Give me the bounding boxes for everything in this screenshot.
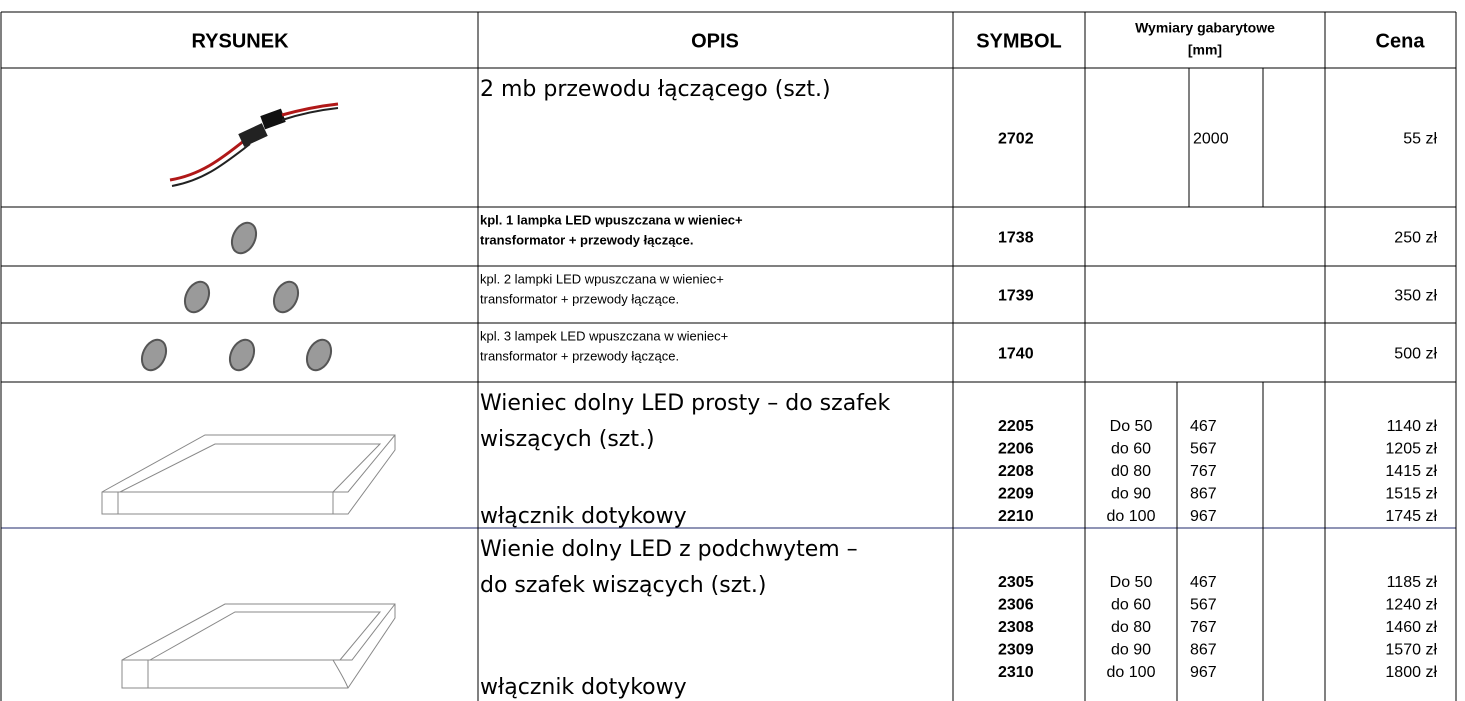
- description: 2 mb przewodu łączącego (szt.): [480, 77, 831, 102]
- symbol: 2306: [998, 597, 1034, 614]
- symbol: 2210: [998, 508, 1034, 525]
- length: 767: [1190, 619, 1217, 636]
- symbol: 1740: [998, 346, 1034, 363]
- description: transformator + przewody łączące.: [480, 348, 679, 363]
- header-price: Cena: [1376, 30, 1426, 52]
- length: 467: [1190, 418, 1217, 435]
- length: 967: [1190, 508, 1217, 525]
- symbol: 2206: [998, 441, 1034, 458]
- length: 767: [1190, 463, 1217, 480]
- description: transformator + przewody łączące.: [480, 232, 694, 247]
- header-dimensions: Wymiary gabarytowe: [1135, 20, 1275, 36]
- description: wiszących (szt.): [480, 427, 655, 452]
- length: 2000: [1193, 131, 1229, 148]
- length: 567: [1190, 441, 1217, 458]
- price: 1205 zł: [1385, 441, 1437, 458]
- description: transformator + przewody łączące.: [480, 291, 679, 306]
- description: do szafek wiszących (szt.): [480, 573, 766, 598]
- tray-images: [101, 434, 396, 689]
- symbol: 1738: [998, 230, 1034, 247]
- price: 55 zł: [1403, 131, 1437, 148]
- width: Do 50: [1110, 574, 1153, 591]
- header-description: OPIS: [691, 30, 739, 52]
- length: 467: [1190, 574, 1217, 591]
- description-note: włącznik dotykowy: [480, 504, 687, 529]
- symbol: 2305: [998, 574, 1034, 591]
- price: 250 zł: [1394, 230, 1437, 247]
- description: Wienie dolny LED z podchwytem –: [480, 537, 858, 562]
- price: 1415 zł: [1385, 463, 1437, 480]
- description: kpl. 3 lampek LED wpuszczana w wieniec+: [480, 328, 728, 343]
- description: kpl. 2 lampki LED wpuszczana w wieniec+: [480, 271, 724, 286]
- price: 1800 zł: [1385, 664, 1437, 681]
- description: kpl. 1 lampka LED wpuszczana w wieniec+: [480, 212, 743, 227]
- symbol: 1739: [998, 288, 1034, 305]
- price: 500 zł: [1394, 346, 1437, 363]
- price: 1515 zł: [1385, 486, 1437, 503]
- price: 1570 zł: [1385, 642, 1437, 659]
- length: 867: [1190, 486, 1217, 503]
- symbol: 2205: [998, 418, 1034, 435]
- price: 1185 zł: [1387, 574, 1438, 591]
- width: d0 80: [1111, 463, 1151, 480]
- cable-image: [169, 102, 339, 187]
- description-note: włącznik dotykowy: [480, 675, 687, 700]
- width: Do 50: [1110, 418, 1153, 435]
- width: do 100: [1107, 508, 1156, 525]
- description: Wieniec dolny LED prosty – do szafek: [480, 391, 890, 416]
- symbol: 2310: [998, 664, 1034, 681]
- price: 1140 zł: [1387, 418, 1438, 435]
- price: 350 zł: [1394, 288, 1437, 305]
- width: do 100: [1107, 664, 1156, 681]
- price: 1745 zł: [1385, 508, 1437, 525]
- price: 1240 zł: [1385, 597, 1437, 614]
- symbol: 2308: [998, 619, 1034, 636]
- header-symbol: SYMBOL: [976, 30, 1062, 52]
- length: 867: [1190, 642, 1217, 659]
- symbol: 2209: [998, 486, 1034, 503]
- width: do 80: [1111, 619, 1151, 636]
- header-dimensions-unit: [mm]: [1188, 42, 1222, 58]
- width: do 60: [1111, 441, 1151, 458]
- width: do 90: [1111, 642, 1151, 659]
- header-drawing: RYSUNEK: [191, 30, 289, 52]
- width: do 60: [1111, 597, 1151, 614]
- price: 1460 zł: [1385, 619, 1437, 636]
- lamp-images: [140, 221, 333, 372]
- width: do 90: [1111, 486, 1151, 503]
- length: 567: [1190, 597, 1217, 614]
- length: 967: [1190, 664, 1217, 681]
- symbol: 2208: [998, 463, 1034, 480]
- symbol: 2702: [998, 131, 1034, 148]
- symbol: 2309: [998, 642, 1034, 659]
- table-grid: [0, 11, 1457, 701]
